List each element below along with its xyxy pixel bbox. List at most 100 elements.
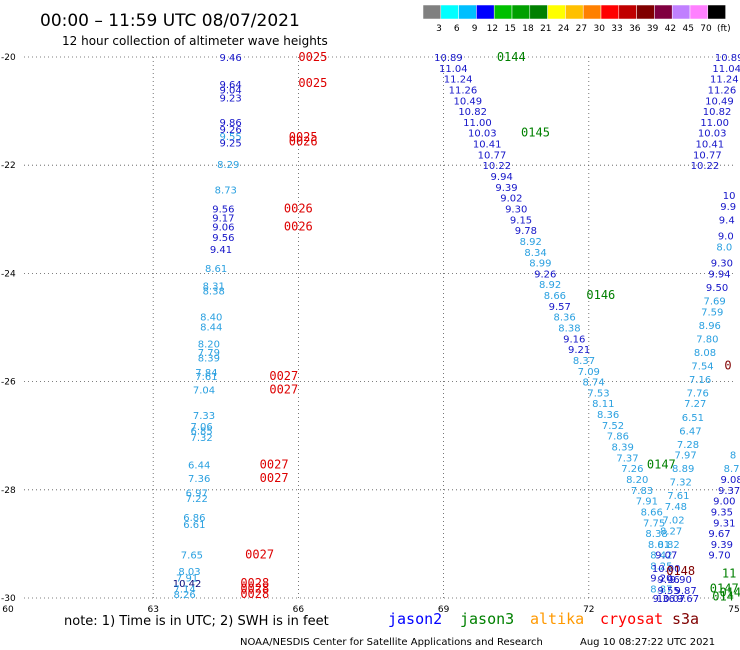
chart-title: 00:00 – 11:59 UTC 08/07/2021 xyxy=(40,11,300,31)
colorbar-label: (ft) xyxy=(717,24,731,34)
swh-point: 8.87 xyxy=(650,584,672,595)
pass-tag: 0025 xyxy=(298,76,327,90)
swh-point: 8.08 xyxy=(694,348,716,359)
colorbar-label: 3 xyxy=(436,24,442,34)
y-tick-label: -26 xyxy=(1,378,16,388)
colorbar-label: 6 xyxy=(454,24,460,34)
pass-tag: 0028 xyxy=(240,581,269,595)
swh-point: 10 xyxy=(723,191,736,202)
swh-point: 10.82 xyxy=(458,107,487,118)
swh-point: 8.38 xyxy=(558,324,580,335)
colorbar-swatch xyxy=(618,4,637,20)
swh-point: 7.61 xyxy=(667,491,689,502)
swh-point: 8.40 xyxy=(200,313,222,324)
swh-point: 8.39 xyxy=(612,443,634,454)
swh-point: 9.67 xyxy=(677,594,699,605)
swh-point: 9.96 xyxy=(658,575,680,586)
swh-point: 9.87 xyxy=(674,586,696,597)
pass-tag: 11 xyxy=(722,567,736,581)
pass-tag: 0025 xyxy=(289,130,318,144)
pass-tag: 0027 xyxy=(245,548,274,562)
swh-point: 9.23 xyxy=(220,94,242,105)
pass-tag: 0146 xyxy=(586,288,615,302)
colorbar-label: 70 xyxy=(700,24,712,34)
y-tick-label: -24 xyxy=(1,269,16,279)
pass-tag: 0144 xyxy=(497,50,526,64)
y-tick-label: -20 xyxy=(1,53,16,63)
footer-timestamp: Aug 10 08:27:22 UTC 2021 xyxy=(580,637,715,648)
legend-jason3: jason3 xyxy=(460,610,514,628)
swh-point: 8.7 xyxy=(724,464,740,475)
satellite-legend: jason2 jason3 altika cryosat s3a xyxy=(388,610,699,628)
swh-point: 10.41 xyxy=(473,140,502,151)
swh-point: 9.02 xyxy=(500,194,522,205)
swh-point: 10.22 xyxy=(691,161,720,172)
pass-tag: 0145 xyxy=(521,126,550,140)
x-tick-label: 63 xyxy=(147,605,158,615)
swh-point: 8.36 xyxy=(597,410,619,421)
swh-point: 6.61 xyxy=(183,520,205,531)
colorbar-label: 42 xyxy=(665,24,676,34)
swh-point: 9.30 xyxy=(505,204,527,215)
swh-point: 8.92 xyxy=(520,237,542,248)
swh-point: 9.4 xyxy=(719,215,735,226)
swh-point: 11.00 xyxy=(463,118,492,129)
colorbar-swatch xyxy=(600,4,620,20)
swh-point: 9.57 xyxy=(549,302,571,313)
swh-point: 8.20 xyxy=(198,340,220,351)
legend-s3a: s3a xyxy=(672,610,699,628)
swh-point: 8.27 xyxy=(660,526,682,537)
swh-point: 10.77 xyxy=(478,150,507,161)
colorbar-label: 12 xyxy=(487,24,498,34)
colorbar-swatch xyxy=(476,4,495,20)
swh-point: 7.97 xyxy=(674,451,696,462)
colorbar-swatch xyxy=(636,4,655,20)
colorbar-label: 24 xyxy=(558,24,570,34)
colorbar-legend: 3 6 9 12 15 18 21 24 27 30 33 36 39 42 45 70 (ft) xyxy=(422,4,731,34)
swh-point: 7.06 xyxy=(190,422,212,433)
swh-point: 11.00 xyxy=(700,118,729,129)
swh-point: 9.94 xyxy=(708,269,730,280)
swh-point: 9.17 xyxy=(212,214,234,225)
swh-point: 10.03 xyxy=(698,129,727,140)
swh-point: 8.66 xyxy=(544,291,566,302)
swh-point: 9.39 xyxy=(495,183,517,194)
swh-point: 8.38 xyxy=(645,529,667,540)
swh-point: 9.37 xyxy=(718,486,740,497)
colorbar-label: 30 xyxy=(593,24,605,34)
swh-point: 7.28 xyxy=(677,440,699,451)
footer-credit: NOAA/NESDIS Center for Satellite Applica… xyxy=(240,637,543,648)
swh-point: 7.65 xyxy=(181,551,203,562)
colorbar-label: 15 xyxy=(504,24,515,34)
plot-grid xyxy=(24,56,734,599)
swh-point: 8.96 xyxy=(699,321,721,332)
colorbar-swatch xyxy=(493,4,513,20)
swh-point: 9.36 xyxy=(653,594,675,605)
colorbar-label: 18 xyxy=(522,24,534,34)
x-tick-label: 60 xyxy=(2,605,14,615)
swh-point: 8 xyxy=(730,451,736,462)
swh-point: 7.48 xyxy=(665,502,687,513)
swh-point: 9.16 xyxy=(563,334,585,345)
swh-point: 7.04 xyxy=(193,386,215,397)
swh-point: 8.31 xyxy=(203,281,225,292)
swh-point: 9.56 xyxy=(212,233,234,244)
swh-point: 8.61 xyxy=(205,264,227,275)
swh-point: 8.37 xyxy=(573,356,595,367)
swh-point: 9.08 xyxy=(720,475,740,486)
swh-point: 7.53 xyxy=(587,388,609,399)
swh-point: 9.26 xyxy=(534,269,556,280)
swh-point: 7.32 xyxy=(670,478,692,489)
swh-point: 10.03 xyxy=(468,129,497,140)
y-tick-label: -28 xyxy=(1,486,16,496)
swh-point: 7.61 xyxy=(195,372,217,383)
swh-point: 9.00 xyxy=(713,497,735,508)
colorbar-swatch xyxy=(529,4,548,20)
swh-point: 9.04 xyxy=(220,85,242,96)
swh-point: 9.9 xyxy=(720,202,736,213)
swh-point: 8.92 xyxy=(539,280,561,291)
swh-point: 10.89 xyxy=(434,53,463,64)
swh-point: 6.86 xyxy=(183,513,205,524)
pass-tag: 0148 xyxy=(666,564,695,578)
legend-cryosat: cryosat xyxy=(600,610,663,628)
